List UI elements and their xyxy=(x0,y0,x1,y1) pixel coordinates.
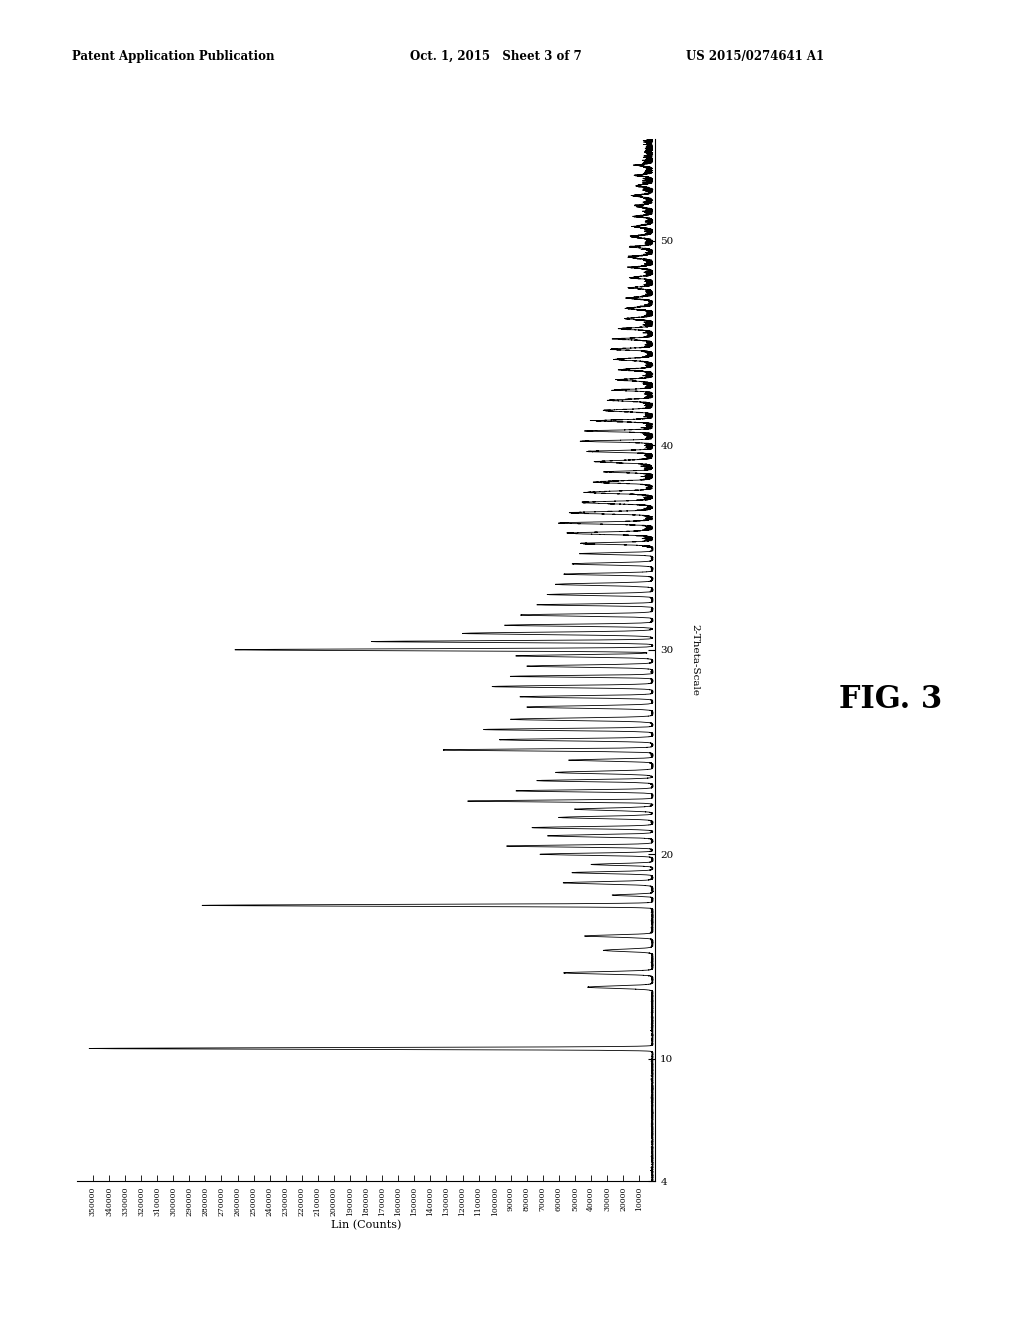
Text: FIG. 3: FIG. 3 xyxy=(840,684,942,715)
X-axis label: Lin (Counts): Lin (Counts) xyxy=(331,1220,401,1230)
Y-axis label: 2-Theta-Scale: 2-Theta-Scale xyxy=(690,624,699,696)
Text: US 2015/0274641 A1: US 2015/0274641 A1 xyxy=(686,50,824,63)
Text: Patent Application Publication: Patent Application Publication xyxy=(72,50,274,63)
Text: Oct. 1, 2015   Sheet 3 of 7: Oct. 1, 2015 Sheet 3 of 7 xyxy=(410,50,582,63)
